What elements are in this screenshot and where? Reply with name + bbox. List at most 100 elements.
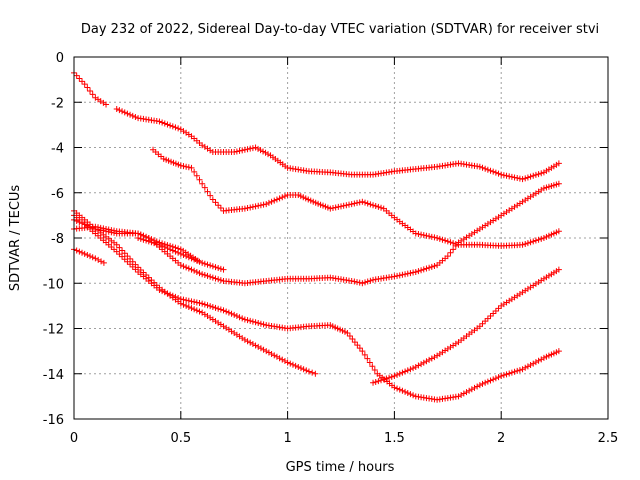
data-point [191,256,198,263]
data-point [199,180,206,187]
data-point [388,373,395,380]
data-point [129,112,136,119]
data-point [442,237,449,244]
data-point [111,229,118,236]
data-point [145,274,152,281]
data-point [209,263,216,270]
data-point [492,375,499,382]
data-point [220,307,227,314]
data-point [289,361,296,368]
data-point [476,323,483,330]
data-point [127,255,134,262]
data-point [143,272,150,279]
data-point [204,302,211,309]
data-point [423,265,430,272]
data-point [538,356,545,363]
data-point [450,246,457,253]
data-point [359,280,366,287]
data-point [191,298,198,305]
series-9 [135,235,227,273]
data-point [116,107,123,114]
data-point [511,174,518,181]
data-point [343,202,350,209]
data-point [356,199,363,206]
data-point [366,359,373,366]
data-point [167,122,174,129]
data-point [124,110,131,117]
data-point [396,370,403,377]
data-point [212,275,219,282]
data-point [231,311,238,318]
data-point [428,233,435,240]
data-point [364,355,371,362]
x-tick-label: 0 [70,431,78,446]
data-point [121,256,128,263]
data-point [241,146,248,153]
data-point [196,270,203,277]
y-tick-label: -8 [51,232,64,247]
data-point [119,253,126,260]
data-point [519,241,526,248]
data-point [434,235,441,241]
data-point [555,160,562,167]
data-point [404,389,411,396]
data-point [378,204,385,211]
data-point [180,263,187,270]
data-point [201,301,208,308]
data-point [108,229,115,236]
y-tick-label: -16 [43,413,64,428]
data-point [418,361,425,368]
data-point [255,343,262,350]
data-point [482,318,489,325]
data-point [145,238,152,245]
data-point [351,278,358,285]
series-10 [370,266,562,386]
data-point [135,264,142,271]
data-point [420,232,427,239]
data-point [257,320,264,327]
data-point [503,172,510,179]
data-point [215,276,222,283]
data-point [535,357,542,364]
data-point [247,339,254,346]
data-point [185,297,192,304]
data-point [236,314,243,321]
data-point [492,169,499,176]
data-point [340,202,347,209]
data-point [209,196,216,203]
data-point [124,253,131,260]
data-point [177,262,184,269]
data-point [175,249,182,256]
data-point [124,258,131,265]
data-point [215,305,222,312]
data-point [172,248,179,255]
data-point [113,248,120,255]
data-point [116,244,123,251]
data-point [204,261,211,268]
data-point [159,242,166,249]
data-point [431,234,438,241]
data-point [479,380,486,387]
data-point [383,375,390,382]
data-point [260,346,267,353]
data-point [482,165,489,172]
data-point [151,279,158,286]
data-point [84,251,91,258]
series-5 [71,246,107,266]
data-point [431,354,438,361]
data-point [105,228,112,235]
data-point [169,247,176,254]
series-4 [71,180,562,287]
data-point [239,315,246,322]
data-point [87,87,94,94]
data-point [511,368,518,375]
data-point [426,264,433,271]
data-point [524,240,531,247]
axis-ticks: 0 0.5 1 1.5 2 2.5 0 -2 -4 -6 -8 -10 -12 -14 -16 [43,51,619,446]
data-point [466,387,473,394]
data-point [522,175,529,182]
data-point [193,257,200,264]
data-point [273,196,280,203]
data-point [263,348,270,355]
